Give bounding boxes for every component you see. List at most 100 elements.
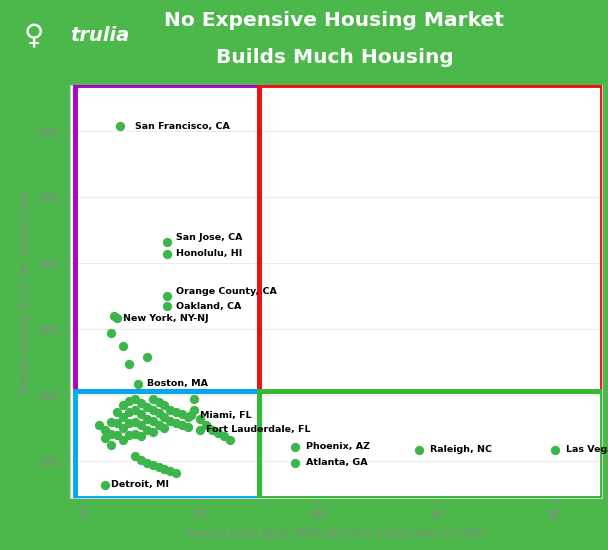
Text: Builds Much Housing: Builds Much Housing xyxy=(215,48,454,67)
Point xyxy=(112,313,122,322)
Text: Miami, FL: Miami, FL xyxy=(200,411,252,420)
Bar xyxy=(75,391,259,498)
Point xyxy=(162,292,172,301)
Point xyxy=(171,408,181,416)
Text: Fort Lauderdale, FL: Fort Lauderdale, FL xyxy=(206,425,310,435)
Text: No Expensive Housing Market: No Expensive Housing Market xyxy=(164,11,505,30)
Point xyxy=(130,394,140,403)
Point xyxy=(154,409,164,417)
Point xyxy=(100,480,110,489)
Point xyxy=(106,441,116,449)
X-axis label: Annual Units Built 1990-2013 Per 1,000 Units in 1990: Annual Units Built 1990-2013 Per 1,000 U… xyxy=(187,530,485,540)
Point xyxy=(112,408,122,416)
Bar xyxy=(75,85,259,391)
Point xyxy=(136,432,146,441)
Point xyxy=(118,424,128,433)
Point xyxy=(224,436,234,445)
Point xyxy=(124,397,134,405)
Point xyxy=(106,430,116,438)
Point xyxy=(154,463,164,471)
Point xyxy=(165,405,175,414)
Point xyxy=(201,421,211,430)
Point xyxy=(142,403,151,412)
Text: New York, NY-NJ: New York, NY-NJ xyxy=(123,315,209,323)
Text: Las Vegas, NV: Las Vegas, NV xyxy=(567,445,608,454)
Point xyxy=(186,411,196,420)
Point xyxy=(171,469,181,478)
Point xyxy=(195,425,205,434)
Point xyxy=(162,302,172,311)
Point xyxy=(118,401,128,410)
Text: Raleigh, NC: Raleigh, NC xyxy=(430,445,492,454)
Text: trulia: trulia xyxy=(70,26,129,45)
Point xyxy=(130,417,140,426)
Point xyxy=(189,405,199,414)
Point xyxy=(116,122,125,130)
Point xyxy=(160,401,170,410)
Point xyxy=(142,353,151,361)
Text: San Francisco, CA: San Francisco, CA xyxy=(135,122,230,131)
Point xyxy=(178,410,187,419)
Bar xyxy=(259,85,602,391)
Point xyxy=(165,467,175,476)
Point xyxy=(112,419,122,427)
Text: Oakland, CA: Oakland, CA xyxy=(176,302,242,311)
Point xyxy=(118,436,128,445)
Point xyxy=(118,412,128,421)
Point xyxy=(162,249,172,258)
Text: Boston, MA: Boston, MA xyxy=(147,379,208,388)
Text: ♀: ♀ xyxy=(23,22,44,50)
Point xyxy=(130,430,140,438)
Text: Detroit, MI: Detroit, MI xyxy=(111,480,169,489)
Text: Atlanta, GA: Atlanta, GA xyxy=(306,458,368,468)
Point xyxy=(183,412,193,421)
Point xyxy=(189,394,199,403)
Point xyxy=(130,405,140,414)
Point xyxy=(95,421,105,430)
Point xyxy=(414,445,424,454)
Point xyxy=(112,431,122,439)
Point xyxy=(178,421,187,430)
Point xyxy=(136,456,146,465)
Text: San Jose, CA: San Jose, CA xyxy=(176,233,243,241)
Point xyxy=(136,421,146,430)
Point xyxy=(148,460,157,469)
Point xyxy=(289,443,299,452)
Point xyxy=(118,342,128,350)
Point xyxy=(109,312,119,321)
Point xyxy=(124,408,134,416)
Point xyxy=(171,419,181,427)
Point xyxy=(106,417,116,426)
Point xyxy=(195,414,205,423)
Point xyxy=(160,412,170,421)
Point xyxy=(289,458,299,467)
Point xyxy=(165,416,175,425)
Point xyxy=(136,410,146,419)
Point xyxy=(162,238,172,247)
Point xyxy=(148,394,157,403)
Point xyxy=(106,328,116,337)
Point xyxy=(160,424,170,433)
Point xyxy=(142,414,151,423)
Text: Honolulu, HI: Honolulu, HI xyxy=(176,249,243,258)
Point xyxy=(100,425,110,434)
Y-axis label: Median Asking Price Per Square Foot: Median Asking Price Per Square Foot xyxy=(20,190,30,393)
Point xyxy=(124,431,134,439)
Point xyxy=(148,405,157,414)
Point xyxy=(124,419,134,427)
Point xyxy=(142,425,151,434)
Point xyxy=(124,359,134,368)
Point xyxy=(207,425,216,434)
Point xyxy=(130,452,140,460)
Point xyxy=(219,432,229,441)
Point xyxy=(133,379,143,388)
Point xyxy=(213,428,223,437)
Point xyxy=(154,398,164,406)
Text: Phoenix, AZ: Phoenix, AZ xyxy=(306,442,370,452)
Point xyxy=(550,445,559,454)
Point xyxy=(148,427,157,436)
Point xyxy=(136,399,146,408)
Point xyxy=(148,416,157,425)
Text: Orange County, CA: Orange County, CA xyxy=(176,287,277,296)
Point xyxy=(154,421,164,430)
